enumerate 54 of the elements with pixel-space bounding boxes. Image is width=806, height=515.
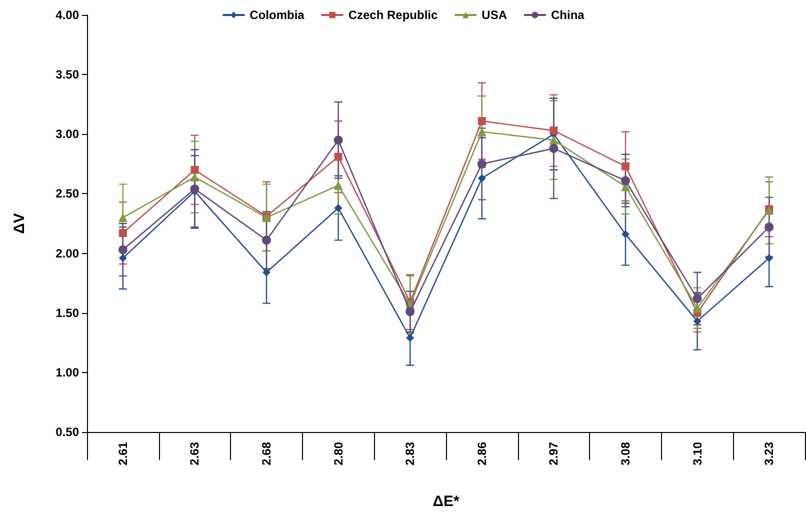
- legend-label: Colombia: [250, 8, 305, 22]
- point: [477, 127, 486, 136]
- x-tick-label: 3.08: [618, 442, 632, 466]
- point: [549, 136, 558, 145]
- point: [764, 222, 774, 232]
- point: [621, 176, 630, 186]
- point: [118, 213, 128, 222]
- y-axis-title: ΔV: [11, 213, 28, 234]
- point: [190, 172, 200, 182]
- y-tick-label: 2.50: [56, 186, 80, 201]
- point: [765, 254, 774, 262]
- point: [478, 174, 486, 182]
- x-tick-label: 2.97: [546, 442, 561, 466]
- point: [334, 136, 343, 145]
- point: [693, 317, 702, 326]
- point: [549, 144, 558, 153]
- point: [334, 204, 342, 212]
- point: [262, 268, 270, 276]
- legend-label: USA: [482, 8, 508, 22]
- y-tick-label: 1.50: [56, 306, 80, 320]
- point: [262, 236, 271, 245]
- y-tick-label: 1.00: [56, 365, 80, 380]
- x-tick-label: 2.61: [116, 442, 130, 466]
- y-tick-label: 2.00: [56, 246, 80, 260]
- legend-label: Czech Republic: [348, 8, 438, 22]
- legend-label: China: [551, 8, 585, 22]
- x-tick-label: 3.10: [690, 442, 704, 466]
- x-tick-label: 2.80: [331, 442, 346, 466]
- point: [118, 254, 127, 262]
- x-axis-title: ΔE*: [432, 493, 460, 510]
- point: [478, 117, 486, 126]
- point: [692, 294, 702, 304]
- y-tick-label: 3.00: [56, 127, 80, 142]
- x-tick-label: 2.68: [260, 442, 274, 466]
- x-tick-label: 3.23: [762, 442, 776, 466]
- point: [190, 184, 200, 194]
- x-tick-label: 2.83: [403, 442, 418, 466]
- point: [334, 180, 343, 190]
- point: [406, 307, 415, 316]
- point: [477, 159, 486, 168]
- x-tick-label: 2.86: [474, 442, 489, 466]
- point: [622, 162, 630, 170]
- point: [334, 152, 342, 161]
- y-tick-label: 3.50: [56, 68, 80, 82]
- point: [692, 304, 702, 313]
- point: [190, 166, 199, 174]
- point: [118, 245, 128, 254]
- point: [406, 334, 414, 342]
- y-tick-label: 4.00: [56, 8, 80, 22]
- y-tick-label: 0.50: [56, 425, 80, 439]
- point: [622, 230, 630, 238]
- point: [550, 126, 558, 135]
- x-tick-label: 2.63: [188, 442, 202, 466]
- point: [118, 229, 127, 238]
